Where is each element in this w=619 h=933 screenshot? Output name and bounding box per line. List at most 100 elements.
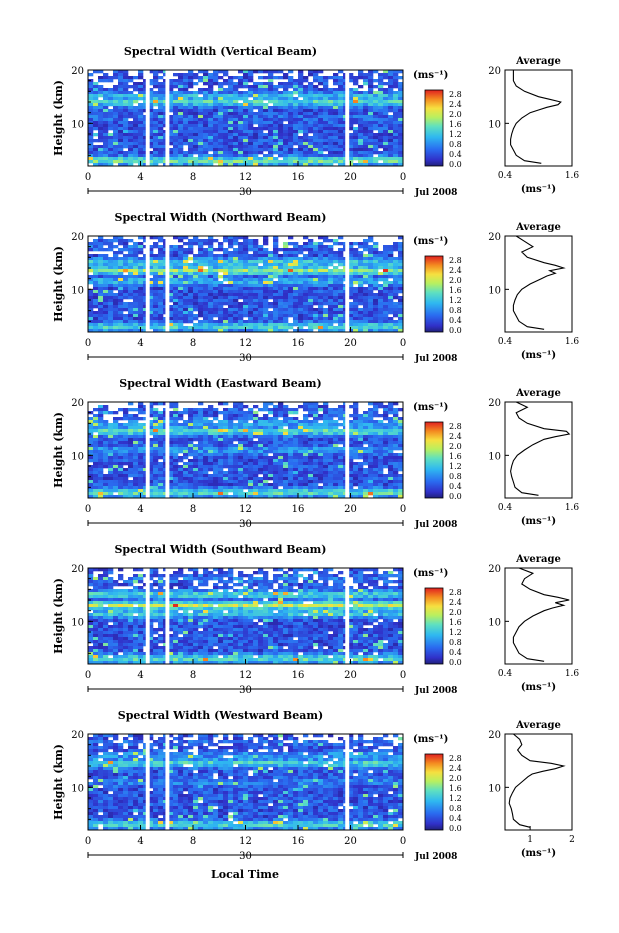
heatmap-cell <box>238 148 243 151</box>
heatmap-cell <box>273 314 278 317</box>
heatmap-cell <box>388 284 393 287</box>
heatmap-cell <box>243 420 248 423</box>
heatmap-cell <box>128 417 133 420</box>
heatmap-cell <box>98 94 103 97</box>
heatmap-cell <box>373 432 378 435</box>
heatmap-cell <box>138 275 143 278</box>
heatmap-cell <box>123 408 128 411</box>
heatmap-cell <box>133 248 138 251</box>
heatmap-cell <box>108 456 113 459</box>
heatmap-cell <box>203 302 208 305</box>
heatmap-cell <box>98 426 103 429</box>
heatmap-cell <box>208 302 213 305</box>
heatmap-cell <box>248 145 253 148</box>
heatmap-cell <box>293 287 298 290</box>
heatmap-cell <box>298 142 303 145</box>
heatmap-cell <box>238 76 243 79</box>
heatmap-cell <box>308 435 313 438</box>
heatmap-cell <box>388 305 393 308</box>
heatmap-cell <box>258 100 263 103</box>
heatmap-cell <box>298 82 303 85</box>
heatmap-cell <box>323 278 328 281</box>
heatmap-cell <box>283 251 288 254</box>
heatmap-cell <box>333 408 338 411</box>
heatmap-cell <box>133 444 138 447</box>
heatmap-cell <box>278 260 283 263</box>
heatmap-cell <box>263 456 268 459</box>
heatmap-cell <box>258 290 263 293</box>
heatmap-cell <box>338 287 343 290</box>
heatmap-cell <box>193 447 198 450</box>
heatmap-cell <box>283 103 288 106</box>
heatmap-cell <box>248 133 253 136</box>
heatmap-cell <box>363 82 368 85</box>
heatmap-cell <box>298 139 303 142</box>
heatmap-cell <box>293 302 298 305</box>
heatmap-cell <box>328 145 333 148</box>
heatmap-cell <box>313 302 318 305</box>
heatmap-cell <box>378 109 383 112</box>
heatmap-cell <box>283 157 288 160</box>
heatmap-cell <box>373 245 378 248</box>
heatmap-cell <box>93 97 98 100</box>
heatmap-cell <box>188 115 193 118</box>
heatmap-cell <box>138 320 143 323</box>
heatmap-cell <box>128 305 133 308</box>
heatmap-cell <box>363 239 368 242</box>
heatmap-cell <box>138 435 143 438</box>
heatmap-cell <box>198 456 203 459</box>
heatmap-cell <box>363 94 368 97</box>
heatmap-cell <box>178 429 183 432</box>
heatmap-cell <box>123 245 128 248</box>
heatmap-cell <box>368 441 373 444</box>
heatmap-cell <box>313 160 318 163</box>
heatmap-cell <box>293 459 298 462</box>
heatmap-cell <box>113 444 118 447</box>
heatmap-cell <box>323 420 328 423</box>
heatmap-cell <box>373 157 378 160</box>
heatmap-cell <box>318 284 323 287</box>
heatmap-cell <box>323 408 328 411</box>
heatmap-cell <box>183 278 188 281</box>
heatmap-cell <box>388 317 393 320</box>
heatmap-cell <box>108 290 113 293</box>
heatmap-cell <box>173 112 178 115</box>
heatmap-cell <box>133 109 138 112</box>
heatmap-cell <box>313 97 318 100</box>
heatmap-cell <box>208 263 213 266</box>
heatmap-cell <box>338 112 343 115</box>
heatmap-cell <box>308 260 313 263</box>
heatmap-cell <box>198 290 203 293</box>
heatmap-cell <box>213 115 218 118</box>
heatmap-cell <box>253 248 258 251</box>
heatmap-cell <box>298 314 303 317</box>
heatmap-cell <box>198 103 203 106</box>
heatmap-cell <box>273 450 278 453</box>
heatmap-cell <box>293 272 298 275</box>
heatmap-cell <box>323 76 328 79</box>
heatmap-cell <box>323 411 328 414</box>
heatmap-cell <box>383 411 388 414</box>
heatmap-cell <box>113 317 118 320</box>
heatmap-cell <box>388 411 393 414</box>
heatmap-cell <box>183 121 188 124</box>
heatmap-cell <box>213 426 218 429</box>
heatmap-cell <box>223 459 228 462</box>
heatmap-cell <box>338 124 343 127</box>
heatmap-cell <box>288 326 293 329</box>
heatmap-cell <box>133 82 138 85</box>
x-tick-label: 12 <box>239 172 252 183</box>
heatmap-cell <box>318 121 323 124</box>
heatmap-cell <box>138 94 143 97</box>
heatmap-cell <box>123 296 128 299</box>
day-label: 30 <box>239 353 252 364</box>
heatmap-cell <box>323 254 328 257</box>
heatmap-cell <box>313 257 318 260</box>
heatmap-cell <box>188 79 193 82</box>
heatmap-cell <box>263 248 268 251</box>
y-tick-label: 20 <box>71 232 84 243</box>
heatmap-cell <box>318 441 323 444</box>
heatmap-cell <box>308 266 313 269</box>
heatmap-cell <box>103 136 108 139</box>
heatmap-cell <box>243 423 248 426</box>
